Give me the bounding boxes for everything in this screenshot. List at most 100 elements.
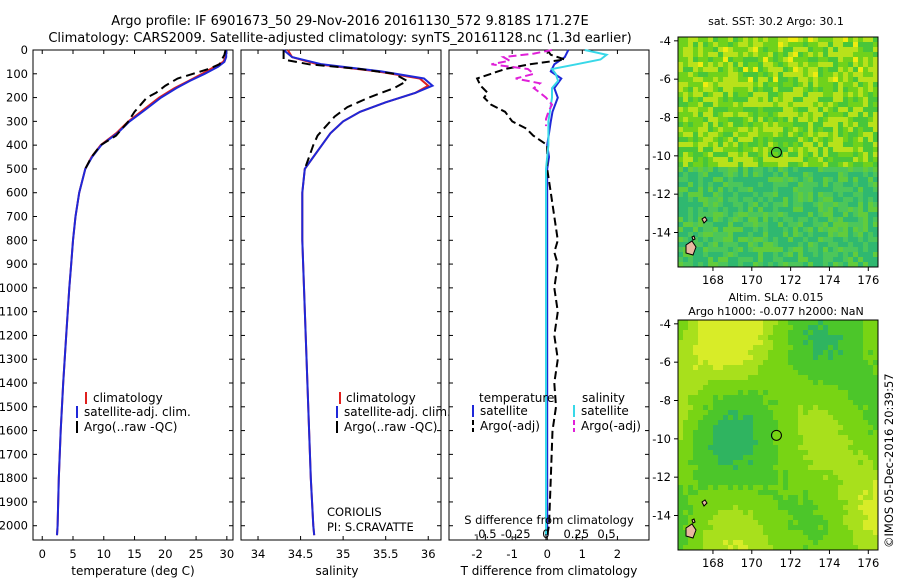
sst-map-cell: [863, 187, 869, 193]
sla-map-cell: [783, 385, 789, 391]
sla-map-cell: [843, 430, 849, 436]
sst-map-cell: [868, 112, 874, 118]
sla-map-cell: [838, 475, 844, 481]
sst-map-cell: [843, 247, 849, 253]
sla-map-cell: [783, 440, 789, 446]
sla-map-cell: [678, 400, 684, 406]
sst-map-cell: [853, 87, 859, 93]
sst-map-cell: [798, 87, 804, 93]
sla-map-cell: [703, 525, 709, 531]
sla-map-cell: [768, 375, 774, 381]
sst-map-cell: [783, 232, 789, 238]
sla-map-cell: [763, 470, 769, 476]
sla-map-cell: [758, 375, 764, 381]
sla-map-cell: [788, 320, 794, 326]
sla-map-cell: [738, 400, 744, 406]
sst-map-cell: [793, 57, 799, 63]
sst-map-cell: [788, 167, 794, 173]
sla-map-cell: [788, 480, 794, 486]
sst-map-cell: [783, 127, 789, 133]
sst-map-cell: [828, 242, 834, 248]
sla-map-cell: [738, 340, 744, 346]
sst-map-cell: [713, 262, 719, 268]
sla-map-cell: [793, 540, 799, 546]
sst-map-cell: [718, 62, 724, 68]
sst-map-cell: [793, 157, 799, 163]
sst-map-cell: [698, 232, 704, 238]
sla-map-cell: [763, 465, 769, 471]
sst-map-cell: [798, 102, 804, 108]
sla-map-cell: [778, 405, 784, 411]
sst-map-cell: [693, 262, 699, 268]
sst-map-cell: [778, 142, 784, 148]
sst-map-cell: [848, 172, 854, 178]
sst-map-cell: [758, 82, 764, 88]
sla-map-cell: [858, 380, 864, 386]
sla-map-cell: [708, 375, 714, 381]
sla-map-cell: [848, 355, 854, 361]
sst-map-cell: [853, 147, 859, 153]
sla-map-cell: [843, 500, 849, 506]
sla-map-cell: [808, 530, 814, 536]
sst-map-cell: [803, 222, 809, 228]
legend-sat-label: satellite-adj. clim.: [344, 405, 451, 419]
sla-map-cell: [818, 465, 824, 471]
sla-map-cell: [718, 465, 724, 471]
sla-map-cell: [863, 505, 869, 511]
sst-map-cell: [758, 117, 764, 123]
sla-map-cell: [703, 435, 709, 441]
sla-map-cell: [748, 545, 754, 551]
sst-map-cell: [813, 137, 819, 143]
sst-map-cell: [768, 177, 774, 183]
sst-map-cell: [778, 137, 784, 143]
sst-map-cell: [688, 107, 694, 113]
sla-map-cell: [753, 530, 759, 536]
sst-map-cell: [873, 147, 879, 153]
sst-map-cell: [808, 162, 814, 168]
sst-map-cell: [828, 197, 834, 203]
sla-map-cell: [803, 540, 809, 546]
sst-map-cell: [823, 62, 829, 68]
sst-map-cell: [858, 97, 864, 103]
sla-map-cell: [743, 350, 749, 356]
sla-map-cell: [693, 385, 699, 391]
sst-map-cell: [823, 247, 829, 253]
sla-map-cell: [863, 480, 869, 486]
sla-map-cell: [783, 505, 789, 511]
sst-map-cell: [698, 257, 704, 263]
sla-map-cell: [843, 375, 849, 381]
sst-map-cell: [788, 232, 794, 238]
sla-map-cell: [858, 470, 864, 476]
s-tick-label: 0.25: [563, 527, 589, 541]
sla-map-cell: [828, 325, 834, 331]
sla-map-cell: [753, 365, 759, 371]
sst-map-cell: [823, 162, 829, 168]
sst-map-cell: [718, 142, 724, 148]
sst-map-cell: [693, 217, 699, 223]
sst-map-cell: [683, 62, 689, 68]
sla-map-cell: [838, 385, 844, 391]
sst-map-cell: [858, 177, 864, 183]
sst-map-cell: [693, 137, 699, 143]
s-satellite-line: [545, 49, 609, 536]
sla-map-cell: [768, 425, 774, 431]
sla-map-cell: [698, 360, 704, 366]
sla-map-cell: [753, 405, 759, 411]
sst-map-cell: [748, 92, 754, 98]
sla-map-cell: [768, 505, 774, 511]
sla-map-cell: [708, 545, 714, 551]
sla-map-cell: [773, 445, 779, 451]
sst-map-cell: [843, 82, 849, 88]
sla-map-cell: [808, 385, 814, 391]
sla-map-cell: [768, 525, 774, 531]
sla-map-cell: [738, 440, 744, 446]
sla-map-cell: [823, 465, 829, 471]
x-tick-label: 0: [544, 547, 551, 561]
sla-map-cell: [798, 400, 804, 406]
sst-map-cell: [703, 157, 709, 163]
sla-map-cell: [833, 390, 839, 396]
sst-map-cell: [783, 37, 789, 43]
sst-map-cell: [773, 47, 779, 53]
sst-map-cell: [738, 137, 744, 143]
sst-map-cell: [733, 112, 739, 118]
